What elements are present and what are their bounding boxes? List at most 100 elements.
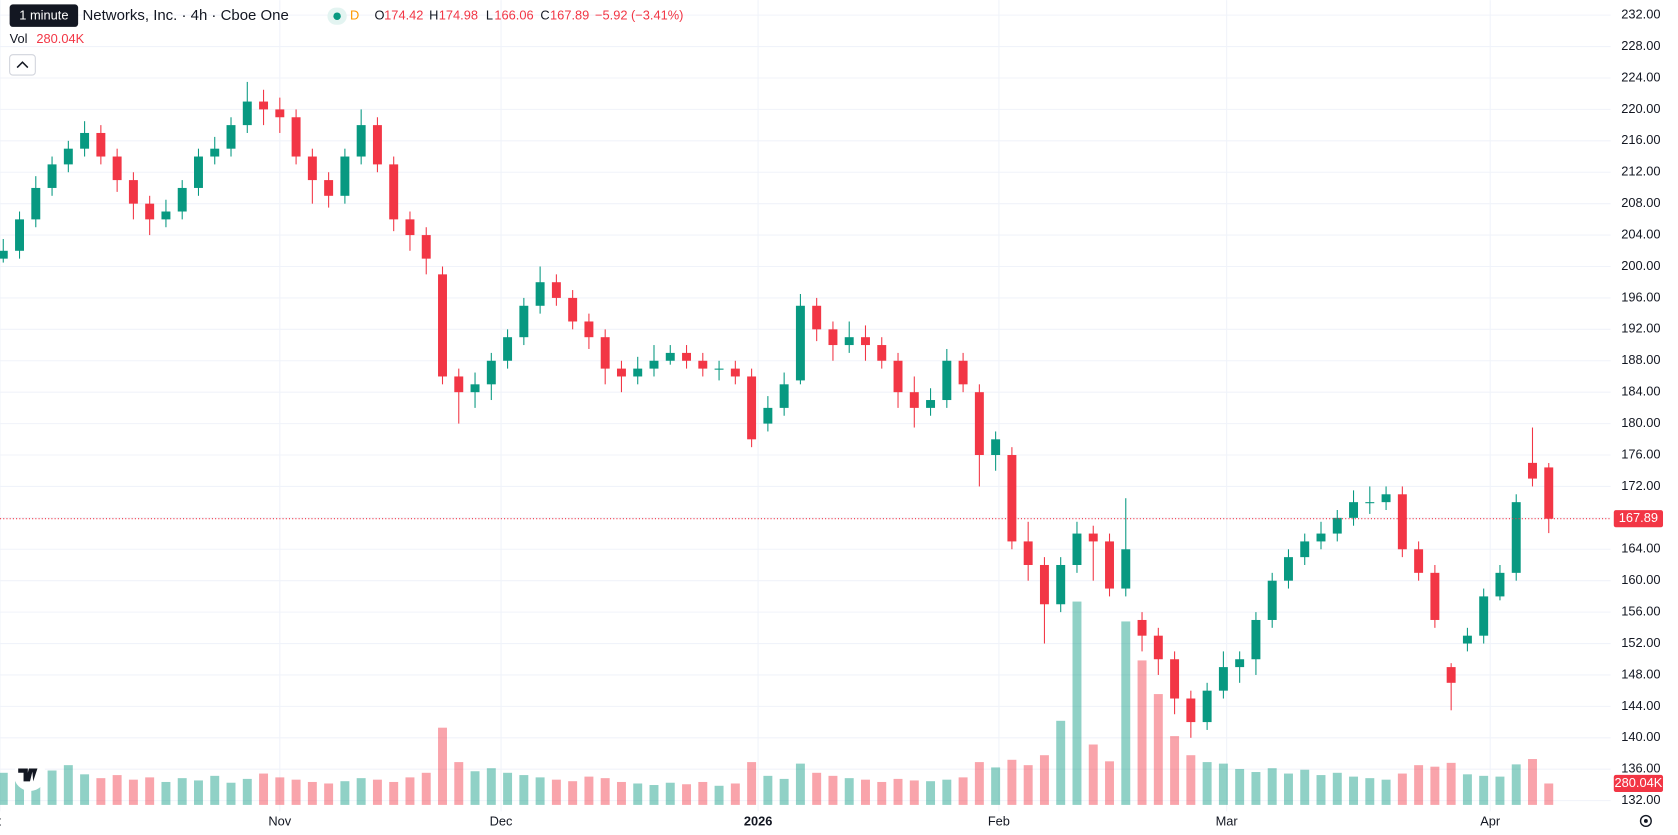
volume-bar bbox=[0, 772, 8, 805]
volume-bar bbox=[1332, 772, 1342, 805]
volume-bar bbox=[1186, 755, 1196, 805]
volume-bar bbox=[503, 772, 513, 805]
x-tick-label: Dec bbox=[490, 813, 513, 828]
candle-body bbox=[1283, 557, 1293, 581]
settings[interactable] bbox=[1639, 814, 1652, 827]
candle-body bbox=[1170, 659, 1180, 699]
candle-body bbox=[958, 360, 968, 385]
candle-body bbox=[15, 219, 24, 251]
candle-body bbox=[1316, 533, 1326, 542]
candle-body bbox=[926, 400, 936, 408]
y-tick-label: 164.00 bbox=[1621, 541, 1660, 556]
volume-bar bbox=[1039, 755, 1049, 805]
candle-body bbox=[372, 125, 382, 165]
candle-body bbox=[1511, 502, 1521, 573]
y-tick-label: 172.00 bbox=[1621, 478, 1660, 493]
volume-bar bbox=[861, 779, 870, 805]
volume-bar bbox=[1381, 779, 1391, 805]
candle-body bbox=[63, 148, 73, 165]
volume-bar bbox=[958, 777, 968, 805]
candle-body bbox=[1300, 541, 1310, 558]
candle-body bbox=[324, 180, 334, 196]
candle-body bbox=[96, 132, 106, 157]
candle-body bbox=[795, 305, 805, 381]
candle-body bbox=[714, 368, 724, 370]
collapse-button[interactable] bbox=[9, 54, 36, 76]
volume-bar bbox=[307, 781, 317, 805]
candle-body bbox=[1430, 572, 1440, 620]
volume-bar bbox=[649, 785, 659, 805]
candle-body bbox=[1007, 455, 1017, 542]
candle-body bbox=[519, 305, 529, 338]
candle-body bbox=[389, 164, 399, 220]
volume-bar bbox=[1544, 783, 1554, 805]
candle-body bbox=[1397, 494, 1407, 550]
volume-bar bbox=[519, 775, 529, 805]
candle-body bbox=[665, 352, 675, 361]
volume-bar bbox=[291, 779, 301, 805]
candle-body bbox=[763, 407, 773, 424]
candle-body bbox=[1332, 517, 1342, 534]
candle-body bbox=[1186, 698, 1196, 723]
volume-bar bbox=[1462, 774, 1472, 805]
volume-bar bbox=[1088, 744, 1098, 805]
y-tick-label: 224.00 bbox=[1621, 69, 1660, 84]
volume-bar bbox=[275, 777, 285, 805]
candle-body bbox=[1088, 533, 1098, 542]
grid bbox=[0, 0, 1611, 812]
candle-body bbox=[974, 392, 984, 456]
volume-bar bbox=[682, 784, 692, 805]
volume-bar bbox=[1218, 763, 1228, 805]
candle-body bbox=[1479, 596, 1489, 636]
y-tick-label: 160.00 bbox=[1621, 572, 1660, 587]
candle-body bbox=[275, 109, 285, 118]
candle-body bbox=[1365, 502, 1375, 504]
volume-bar bbox=[926, 781, 936, 805]
volume-bar bbox=[226, 782, 236, 805]
y-tick-label: 216.00 bbox=[1621, 132, 1660, 147]
y-tick-label: 180.00 bbox=[1621, 415, 1660, 430]
volume-bar bbox=[96, 778, 106, 805]
volume-bar bbox=[128, 779, 138, 805]
volume-bar bbox=[877, 781, 887, 805]
volume-bar bbox=[1316, 775, 1326, 805]
y-tick-label: 232.00 bbox=[1621, 7, 1660, 22]
volume-bar bbox=[1495, 776, 1505, 805]
candle-body bbox=[828, 329, 838, 346]
volume-bar bbox=[112, 775, 122, 805]
volume-bar bbox=[665, 782, 675, 805]
candle-body bbox=[421, 235, 431, 259]
ohlc-label: H bbox=[429, 8, 438, 23]
y-tick-label: 200.00 bbox=[1621, 258, 1660, 273]
volume-tag bbox=[1613, 774, 1664, 793]
symbol-title: Palo Alto Networks, Inc. · 4h · Cboe One bbox=[19, 7, 289, 24]
change: −5.92 (−3.41%) bbox=[595, 8, 683, 23]
volume-bar bbox=[1072, 601, 1082, 805]
candle-body bbox=[1495, 572, 1505, 597]
volume-bar bbox=[974, 762, 984, 805]
tooltip-box bbox=[9, 4, 79, 27]
candle-body bbox=[1072, 533, 1082, 565]
logo bbox=[13, 758, 47, 791]
volume-bar bbox=[15, 769, 24, 805]
y-tick-label: 220.00 bbox=[1621, 101, 1660, 116]
y-tick-label: 196.00 bbox=[1621, 289, 1660, 304]
volume-bar bbox=[1349, 776, 1359, 805]
candle-body bbox=[0, 250, 8, 259]
settings-icon[interactable] bbox=[1639, 814, 1652, 827]
volume-bar bbox=[1007, 759, 1017, 805]
volume-bar bbox=[844, 778, 854, 805]
candle-body bbox=[1251, 619, 1261, 660]
volume-bar bbox=[1397, 773, 1407, 805]
ohlc-label: L bbox=[486, 8, 493, 23]
volume-bar bbox=[1528, 759, 1537, 805]
volume-pane bbox=[0, 601, 1554, 805]
candle-body bbox=[861, 337, 870, 346]
y-tick-label: 136.00 bbox=[1621, 761, 1660, 776]
candle-body bbox=[356, 125, 366, 157]
volume-bar bbox=[1170, 736, 1180, 805]
y-tick-label: 132.00 bbox=[1621, 792, 1660, 807]
candle-body bbox=[1218, 667, 1228, 691]
candle-body bbox=[649, 360, 659, 369]
volume-bar bbox=[242, 778, 252, 805]
